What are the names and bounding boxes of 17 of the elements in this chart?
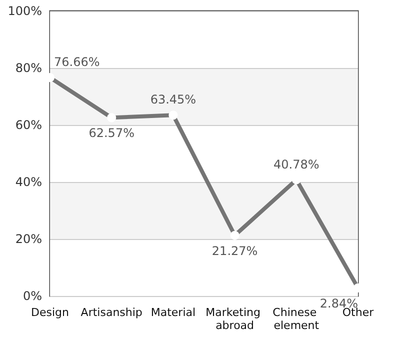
x-tick-label: Chinese element [272, 306, 320, 332]
data-label: 21.27% [212, 244, 258, 258]
y-tick-label: 0% [22, 289, 42, 303]
y-tick-label: 60% [15, 118, 42, 132]
x-tick-label: Other [342, 306, 374, 319]
y-tick-label: 20% [15, 232, 42, 246]
data-label: 63.45% [150, 92, 196, 107]
x-tick-label: Artisanship [80, 306, 142, 319]
data-label: 62.57% [88, 126, 134, 140]
data-label: 76.66% [54, 55, 100, 70]
y-tick-label: 40% [15, 175, 42, 189]
x-tick-label: Material [150, 306, 196, 319]
y-tick-label: 100% [8, 4, 42, 18]
x-tick-label: Marketing abroad [206, 306, 264, 332]
x-tick-label: Design [31, 306, 70, 319]
y-tick-label: 80% [15, 61, 42, 75]
data-label: 40.78% [274, 157, 320, 172]
